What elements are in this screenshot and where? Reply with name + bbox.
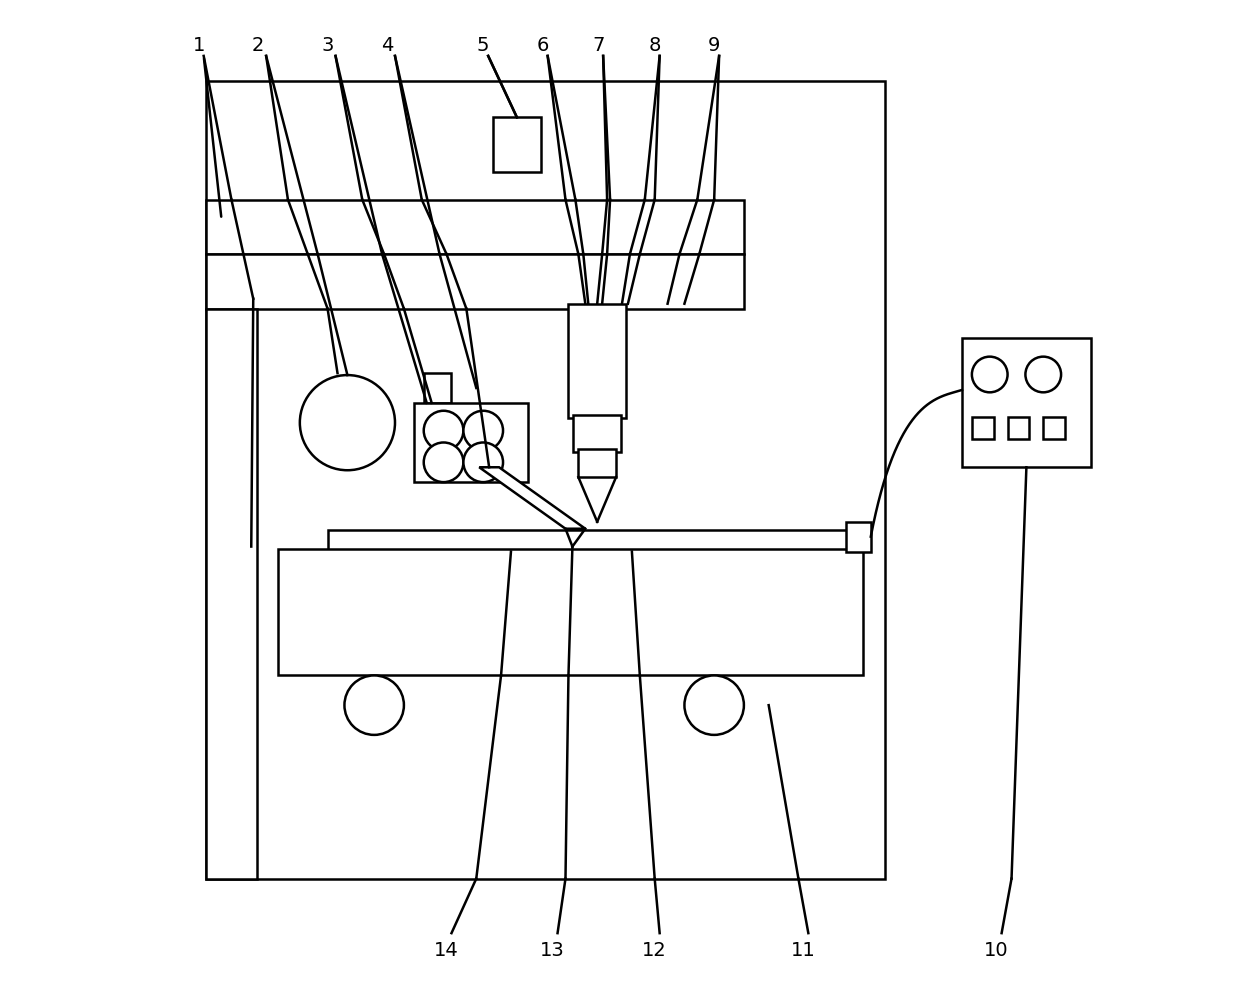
Bar	[1043, 417, 1065, 439]
Text: 2: 2	[252, 37, 264, 56]
Bar	[206, 200, 744, 254]
Circle shape	[1025, 357, 1061, 393]
Text: 5: 5	[477, 37, 490, 56]
Text: 1: 1	[192, 37, 205, 56]
Text: 11: 11	[791, 941, 816, 960]
Text: 13: 13	[541, 941, 565, 960]
Circle shape	[300, 375, 396, 470]
Bar	[972, 417, 993, 439]
Text: 6: 6	[537, 37, 549, 56]
Circle shape	[424, 442, 464, 482]
Circle shape	[424, 411, 464, 450]
Circle shape	[464, 442, 503, 482]
Polygon shape	[479, 467, 585, 529]
Bar	[206, 81, 884, 879]
Bar	[846, 522, 870, 552]
Bar	[578, 449, 616, 477]
Circle shape	[345, 675, 404, 735]
Text: 10: 10	[985, 941, 1009, 960]
Circle shape	[464, 411, 503, 450]
Bar	[962, 338, 1091, 467]
Bar	[278, 549, 863, 675]
Bar	[414, 403, 528, 482]
Bar	[206, 309, 257, 879]
Text: 9: 9	[708, 37, 720, 56]
Text: 3: 3	[321, 37, 334, 56]
Bar	[206, 254, 744, 309]
Text: 12: 12	[642, 941, 667, 960]
Bar	[494, 117, 541, 172]
Bar	[573, 414, 621, 452]
Bar	[568, 304, 626, 417]
Text: 7: 7	[591, 37, 604, 56]
Bar	[424, 373, 451, 403]
Text: 4: 4	[381, 37, 393, 56]
Bar	[327, 530, 858, 552]
Circle shape	[684, 675, 744, 735]
Circle shape	[972, 357, 1008, 393]
Bar	[1008, 417, 1029, 439]
Text: 8: 8	[649, 37, 661, 56]
Text: 14: 14	[434, 941, 459, 960]
